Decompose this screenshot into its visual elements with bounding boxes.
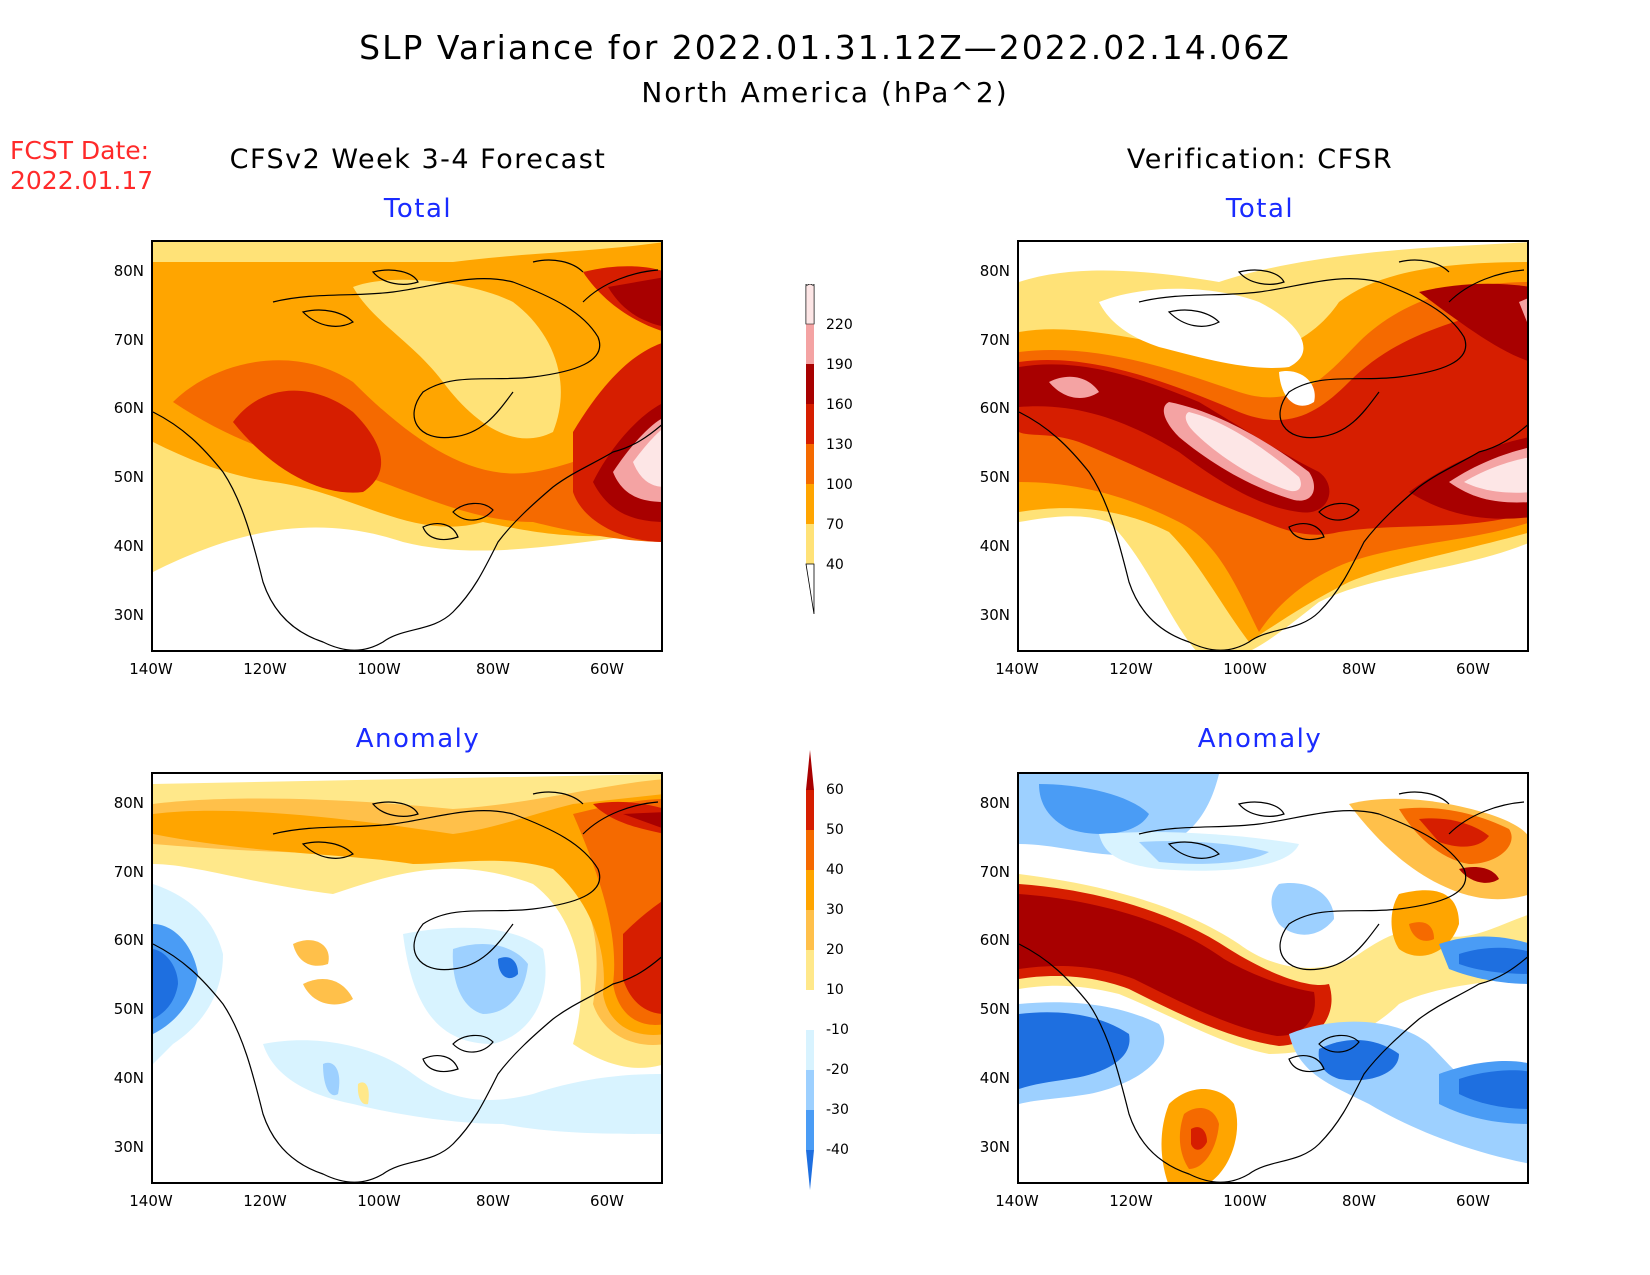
lat-label: 30N [113,1138,144,1156]
lon-label: 140W [995,1192,1039,1210]
lon-label: 100W [357,660,401,678]
lon-label: 120W [1109,660,1153,678]
lon-label: 120W [243,660,287,678]
colorbar-total-swatch-40-70 [806,524,814,564]
colorbar-total-swatch-160-190 [806,364,814,404]
colorbar-total [800,283,820,615]
lon-label: 80W [1342,1192,1376,1210]
lon-label: 100W [1223,1192,1267,1210]
lat-label: 30N [979,1138,1010,1156]
colorbar-anomaly-swatch-m20-m30 [806,1070,814,1110]
lat-label: 50N [113,468,144,486]
main-title: SLP Variance for 2022.01.31.12Z—2022.02.… [359,28,1291,67]
lat-label: 50N [979,468,1010,486]
lat-label: 30N [113,606,144,624]
colorbar-total-swatch-100-130 [806,444,814,484]
map-verification-total [1017,240,1529,652]
panel-title-bottom-left: Anomaly [355,724,481,754]
lat-label: 30N [979,606,1010,624]
lat-label: 70N [979,331,1010,349]
lon-label: 140W [129,1192,173,1210]
colorbar-total-swatch-70-100 [806,484,814,524]
map-forecast-anomaly [151,772,663,1184]
colorbar-total-label: 70 [826,517,844,533]
lat-label: 70N [113,863,144,881]
main-subtitle: North America (hPa^2) [641,76,1009,109]
panel-title-top-right: Total [1225,194,1295,224]
lon-label: 100W [1223,660,1267,678]
fcst-label: FCST Date: [10,136,150,165]
colorbar-total-label: 220 [826,317,853,333]
colorbar-anomaly-label: 60 [826,782,844,798]
colorbar-anomaly-label: 10 [826,982,844,998]
map-verification-anomaly [1017,772,1529,1184]
lon-label: 80W [476,660,510,678]
lat-label: 80N [979,262,1010,280]
lon-label: 100W [357,1192,401,1210]
colorbar-total-label: 100 [826,477,853,493]
lon-label: 80W [476,1192,510,1210]
lon-label: 140W [995,660,1039,678]
lat-label: 80N [113,794,144,812]
colorbar-anomaly-swatch-30-40 [806,870,814,910]
panel-title-top-left: Total [383,194,453,224]
colorbar-anomaly-label: 50 [826,822,844,838]
colorbar-anomaly-swatch-m30-m40 [806,1110,814,1150]
colorbar-total-swatch-130-160 [806,404,814,444]
lat-label: 40N [979,1069,1010,1087]
lon-label: 60W [590,1192,624,1210]
panel-title-bottom-right: Anomaly [1197,724,1323,754]
lat-label: 80N [113,262,144,280]
lat-label: 60N [113,399,144,417]
colorbar-anomaly-label: 20 [826,942,844,958]
lon-label: 60W [1456,660,1490,678]
lat-label: 70N [113,331,144,349]
colorbar-total-label: 40 [826,557,844,573]
lat-label: 50N [979,1000,1010,1018]
colorbar-anomaly-swatch-neutral [806,990,814,1030]
right-column-title: Verification: CFSR [1126,144,1394,175]
colorbar-anomaly-label: 30 [826,902,844,918]
lat-label: 40N [113,1069,144,1087]
colorbar-anomaly-swatch-20-30 [806,910,814,950]
colorbar-total-label: 130 [826,437,853,453]
lon-label: 120W [243,1192,287,1210]
lat-label: 40N [113,537,144,555]
fcst-date: 2022.01.17 [10,166,154,195]
colorbar-anomaly-label: -20 [826,1062,849,1078]
fcst-date-block: FCST Date: 2022.01.17 [10,136,153,196]
colorbar-total-label: 160 [826,397,853,413]
colorbar-anomaly-swatch-m10-m20 [806,1030,814,1070]
lat-label: 60N [979,931,1010,949]
colorbar-anomaly-label: -40 [826,1142,849,1158]
colorbar-anomaly-swatch-10-20 [806,950,814,990]
left-column-title: CFSv2 Week 3-4 Forecast [229,144,607,175]
colorbar-anomaly-swatch-40-50 [806,830,814,870]
lat-label: 40N [979,537,1010,555]
lon-label: 120W [1109,1192,1153,1210]
map-forecast-total [151,240,663,652]
colorbar-anomaly-label: -30 [826,1102,849,1118]
colorbar-total-swatch-190-220 [806,324,814,364]
lon-label: 60W [1456,1192,1490,1210]
colorbar-anomaly-label: 40 [826,862,844,878]
colorbar-total-label: 190 [826,357,853,373]
lon-label: 60W [590,660,624,678]
lat-label: 60N [979,399,1010,417]
colorbar-anomaly-swatch-50-60 [806,790,814,830]
lon-label: 140W [129,660,173,678]
lon-label: 80W [1342,660,1376,678]
lat-label: 70N [979,863,1010,881]
lat-label: 60N [113,931,144,949]
lat-label: 80N [979,794,1010,812]
colorbar-anomaly [800,750,820,1200]
colorbar-anomaly-label: -10 [826,1022,849,1038]
lat-label: 50N [113,1000,144,1018]
